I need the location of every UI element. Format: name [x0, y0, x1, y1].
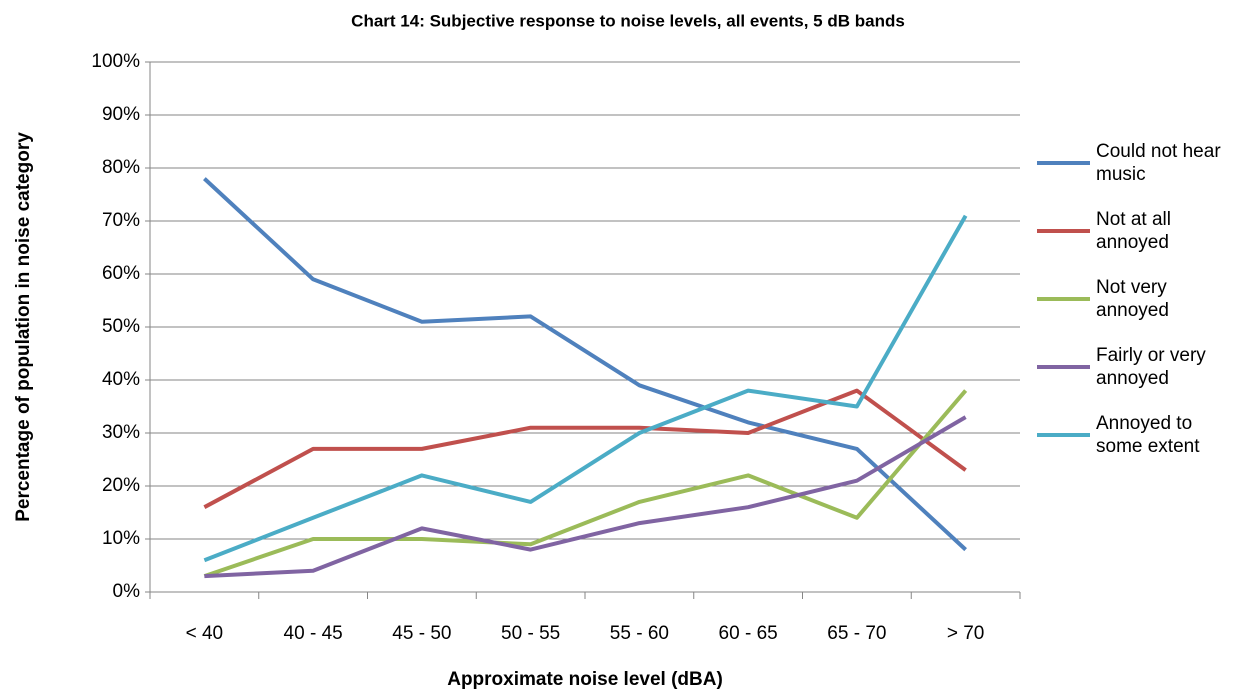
- legend-swatch: [1037, 161, 1090, 165]
- series-line: [204, 415, 967, 579]
- y-tick-label: 80%: [102, 157, 140, 178]
- y-tick-label: 10%: [102, 528, 140, 549]
- x-tick-label: 60 - 65: [719, 623, 778, 644]
- y-tick-label: 40%: [102, 369, 140, 390]
- legend-label: Not at all annoyed: [1096, 209, 1171, 253]
- y-tick-label: 70%: [102, 210, 140, 231]
- y-tick-label: 100%: [91, 51, 140, 72]
- y-tick-label: 50%: [102, 316, 140, 337]
- x-tick-label: 65 - 70: [827, 623, 886, 644]
- series-line: [203, 177, 967, 552]
- series-line: [203, 388, 967, 509]
- legend-swatch: [1037, 229, 1090, 233]
- legend-label: Fairly or very annoyed: [1096, 345, 1206, 389]
- x-axis-title: Approximate noise level (dBA): [447, 669, 723, 690]
- legend-item: Fairly or very annoyed: [1037, 344, 1236, 390]
- legend-label: Could not hear music: [1096, 141, 1221, 185]
- legend-item: Not very annoyed: [1037, 276, 1236, 322]
- series-line: [203, 389, 968, 578]
- legend-item: Not at all annoyed: [1037, 208, 1236, 254]
- legend-swatch: [1037, 433, 1090, 437]
- x-tick-label: 45 - 50: [392, 623, 451, 644]
- x-tick-label: < 40: [186, 623, 224, 644]
- legend-swatch: [1037, 365, 1090, 369]
- legend-item: Could not hear music: [1037, 140, 1236, 186]
- x-tick-label: 40 - 45: [284, 623, 343, 644]
- legend-label: Not very annoyed: [1096, 277, 1169, 321]
- y-tick-label: 20%: [102, 475, 140, 496]
- x-tick-label: 50 - 55: [501, 623, 560, 644]
- legend-label: Annoyed to some extent: [1096, 413, 1200, 457]
- y-tick-label: 60%: [102, 263, 140, 284]
- legend-item: Annoyed to some extent: [1037, 412, 1236, 458]
- legend-swatch: [1037, 297, 1090, 301]
- y-tick-label: 30%: [102, 422, 140, 443]
- x-tick-label: > 70: [947, 623, 985, 644]
- y-tick-label: 90%: [102, 104, 140, 125]
- chart-title: Chart 14: Subjective response to noise l…: [351, 11, 905, 30]
- x-tick-label: 55 - 60: [610, 623, 669, 644]
- y-axis-title: Percentage of population in noise catego…: [13, 132, 34, 522]
- series-line: [203, 214, 968, 563]
- y-tick-label: 0%: [113, 581, 141, 602]
